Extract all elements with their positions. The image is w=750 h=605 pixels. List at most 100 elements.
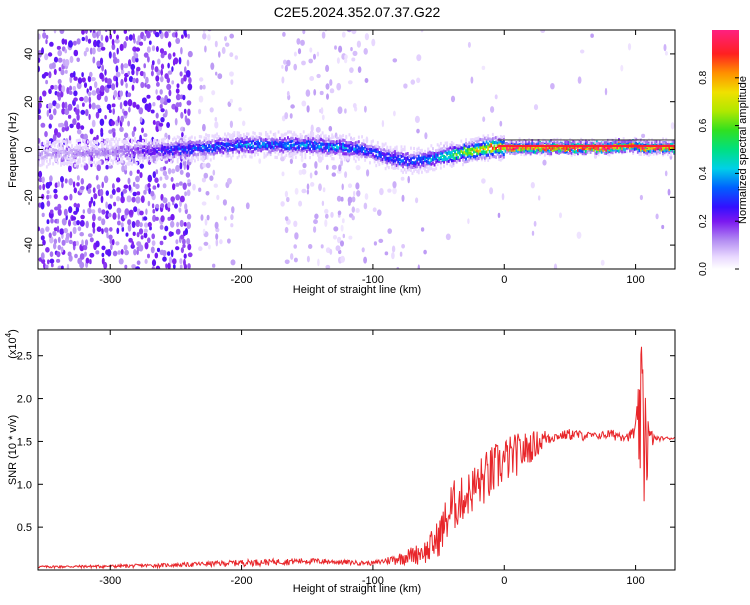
heatmap-cell xyxy=(84,30,88,34)
heatmap-cell xyxy=(439,141,442,146)
heatmap-cell xyxy=(279,144,281,148)
heatmap-cell xyxy=(395,158,398,162)
heatmap-cell xyxy=(249,146,252,150)
heatmap-cell xyxy=(214,146,217,150)
heatmap-cell xyxy=(238,142,241,146)
heatmap-cell xyxy=(116,152,119,156)
heatmap-cell xyxy=(663,141,666,145)
heatmap-cell xyxy=(90,149,92,153)
heatmap-cell xyxy=(82,159,84,163)
heatmap-cell xyxy=(466,150,469,154)
heatmap-cell xyxy=(182,182,187,190)
heatmap-cell xyxy=(624,149,627,154)
heatmap-cell xyxy=(72,158,75,162)
heatmap-cell xyxy=(170,231,174,236)
heatmap-cell xyxy=(201,144,204,148)
heatmap-cell xyxy=(600,259,605,266)
heatmap-cell xyxy=(126,148,129,152)
heatmap-cell xyxy=(263,147,266,151)
heatmap-cell xyxy=(137,143,140,147)
heatmap-cell xyxy=(373,241,377,246)
heatmap-cell xyxy=(526,142,529,146)
heatmap-cell xyxy=(384,160,387,164)
heatmap-cell xyxy=(430,162,433,166)
heatmap-cell xyxy=(138,107,144,115)
heatmap-cell xyxy=(149,152,152,156)
heatmap-cell xyxy=(611,142,614,146)
heatmap-cell xyxy=(61,265,64,269)
heatmap-cell xyxy=(353,157,356,161)
heatmap-cell xyxy=(261,144,264,148)
heatmap-cell xyxy=(640,152,642,156)
heatmap-cell xyxy=(85,151,88,155)
heatmap-cell xyxy=(304,139,307,143)
heatmap-cell xyxy=(167,207,171,212)
heatmap-cell xyxy=(244,135,247,139)
heatmap-cell xyxy=(342,148,345,152)
heatmap-cell xyxy=(485,137,488,141)
heatmap-cell xyxy=(299,149,302,153)
heatmap-cell xyxy=(347,196,353,204)
heatmap-cell xyxy=(156,150,159,154)
heatmap-cell xyxy=(139,210,144,216)
heatmap-cell xyxy=(138,159,141,163)
heatmap-cell xyxy=(127,156,130,161)
heatmap-cell xyxy=(542,150,545,154)
heatmap-cell xyxy=(280,156,285,162)
heatmap-cell xyxy=(354,146,357,150)
heatmap-cell xyxy=(632,139,635,143)
heatmap-cell xyxy=(357,135,360,139)
heatmap-cell xyxy=(482,141,485,145)
heatmap-cell xyxy=(562,150,565,154)
heatmap-cell xyxy=(452,162,455,166)
heatmap-cell xyxy=(458,144,461,148)
heatmap-cell xyxy=(93,150,96,154)
heatmap-cell xyxy=(91,143,94,147)
heatmap-cell xyxy=(230,214,234,221)
heatmap-cell xyxy=(286,90,290,97)
heatmap-cell xyxy=(384,251,389,256)
heatmap-cell xyxy=(178,151,181,156)
heatmap-cell xyxy=(521,150,524,154)
heatmap-cell xyxy=(498,157,501,161)
heatmap-cell xyxy=(457,149,460,153)
heatmap-cell xyxy=(205,137,207,141)
heatmap-cell xyxy=(48,194,52,199)
heatmap-cell xyxy=(498,148,501,152)
heatmap-cell xyxy=(528,142,531,146)
heatmap-cell xyxy=(91,151,94,155)
heatmap-cell xyxy=(391,152,393,156)
heatmap-cell xyxy=(664,170,668,177)
heatmap-cell xyxy=(127,177,131,185)
heatmap-cell xyxy=(661,224,665,230)
heatmap-cell xyxy=(107,153,110,157)
heatmap-cell xyxy=(162,170,168,177)
heatmap-cell xyxy=(112,137,114,141)
heatmap-cell xyxy=(73,76,78,81)
heatmap-cell xyxy=(512,151,515,155)
heatmap-cell xyxy=(502,146,505,151)
heatmap-cell xyxy=(58,67,62,72)
heatmap-cell xyxy=(112,108,115,115)
heatmap-cell xyxy=(79,261,85,269)
heatmap-cell xyxy=(69,140,72,144)
heatmap-cell xyxy=(421,148,423,152)
heatmap-cell xyxy=(312,131,315,135)
heatmap-cell xyxy=(290,140,293,144)
heatmap-cell xyxy=(473,138,475,142)
heatmap-cell xyxy=(386,158,389,162)
heatmap-cell xyxy=(97,207,102,214)
heatmap-cell xyxy=(147,102,152,111)
heatmap-cell xyxy=(398,152,401,156)
heatmap-cell xyxy=(167,134,171,140)
heatmap-cell xyxy=(340,142,343,146)
heatmap-cell xyxy=(671,149,674,153)
heatmap-cell xyxy=(252,135,255,139)
heatmap-cell xyxy=(121,156,124,160)
heatmap-cell xyxy=(66,263,70,269)
heatmap-cell xyxy=(89,252,95,258)
heatmap-cell xyxy=(197,154,200,158)
heatmap-cell xyxy=(416,147,419,151)
heatmap-cell xyxy=(131,84,135,91)
heatmap-cell xyxy=(375,150,378,154)
